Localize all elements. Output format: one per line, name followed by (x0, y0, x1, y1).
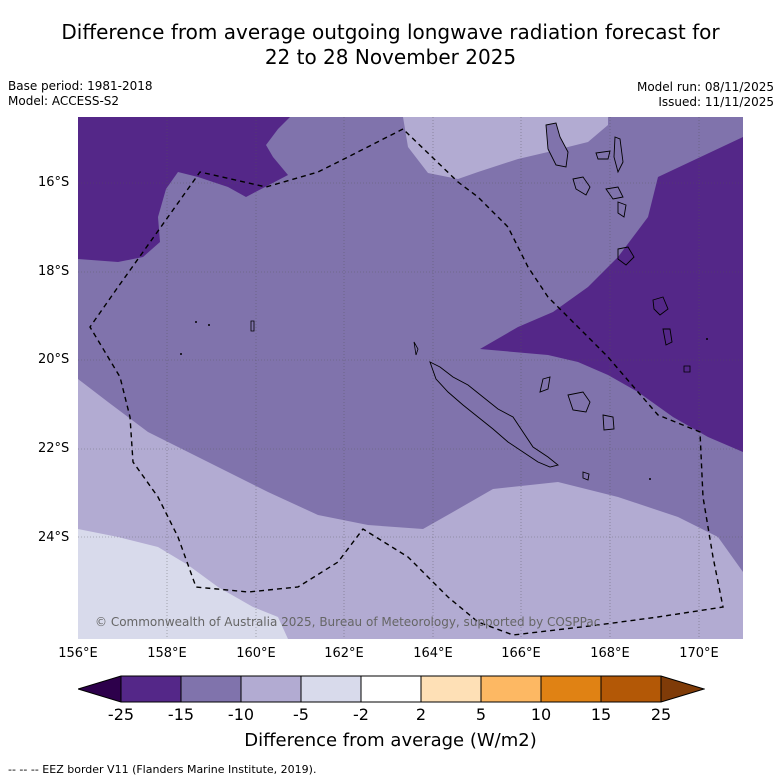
meta-right: Model run: 08/11/2025 Issued: 11/11/2025 (637, 80, 774, 110)
lat-label-24s: 24°S (38, 530, 70, 545)
lat-label-16s: 16°S (38, 175, 70, 190)
issued-date: Issued: 11/11/2025 (658, 95, 774, 109)
colorbar-swatch-below-minus25 (78, 676, 121, 702)
islet-2 (208, 324, 210, 326)
gridlines (78, 117, 743, 639)
lat-label-18s: 18°S (38, 264, 70, 279)
colorbar-tick-minus25: -25 (107, 705, 135, 724)
band-dark-northwest (78, 117, 290, 262)
eez-border (89, 128, 724, 636)
islet-1 (195, 321, 197, 323)
lon-label-168e: 168°E (590, 646, 630, 661)
lon-label-160e: 160°E (236, 646, 276, 661)
colorbar-tick-10: 10 (530, 705, 552, 724)
eez-legend: -- -- -- EEZ border V11 (Flanders Marine… (8, 763, 317, 776)
model-name: Model: ACCESS-S2 (8, 94, 120, 108)
base-period: Base period: 1981-2018 (8, 79, 153, 93)
colorbar-tick-minus2: -2 (353, 705, 369, 724)
loyalty-island-ouvea (539, 376, 551, 393)
islet-4 (649, 478, 651, 480)
colorbar-swatch-5-10 (481, 676, 541, 702)
lon-label-170e: 170°E (679, 646, 719, 661)
lon-label-158e: 158°E (147, 646, 187, 661)
colorbar-swatch-above-25 (661, 676, 704, 702)
vanuatu-erromango (652, 296, 669, 316)
lon-label-166e: 166°E (501, 646, 541, 661)
colorbar-swatch-10-15 (541, 676, 601, 702)
islet-belep (413, 341, 419, 356)
colorbar-swatch-minus25-minus15 (121, 676, 181, 702)
colorbar-tick-15: 15 (590, 705, 612, 724)
lon-label-162e: 162°E (324, 646, 364, 661)
islet-chesterfield (250, 320, 255, 332)
lon-label-156e: 156°E (58, 646, 98, 661)
colorbar-swatch-minus10-minus5 (241, 676, 301, 702)
vanuatu-ambrym (605, 186, 624, 200)
colorbar-label: Difference from average (W/m2) (244, 730, 537, 751)
colorbar-tick-5: 5 (475, 705, 487, 724)
loyalty-island-lifou (567, 391, 591, 413)
colorbar-tick-minus5: -5 (293, 705, 309, 724)
map-plot: © Commonwealth of Australia 2025, Bureau… (78, 117, 743, 639)
map-title: Difference from average outgoing longwav… (0, 20, 781, 70)
colorbar-dividers (120, 676, 662, 702)
colorbar-tick-minus15: -15 (167, 705, 195, 724)
colorbar-swatch-minus15-minus10 (181, 676, 241, 702)
colorbar-tick-2: 2 (415, 705, 427, 724)
colorbar-swatch-minus5-minus2 (301, 676, 361, 702)
band-lightest-southwest (78, 529, 288, 639)
band-light-south (78, 379, 743, 639)
colorbar (78, 675, 705, 703)
vanuatu-malekula (572, 176, 591, 196)
meta-left: Base period: 1981-2018 Model: ACCESS-S2 (8, 79, 153, 109)
colorbar-tick-25: 25 (650, 705, 672, 724)
lat-label-22s: 22°S (38, 441, 70, 456)
colorbar-tick-minus10: -10 (227, 705, 255, 724)
new-caledonia-island (429, 361, 559, 468)
vanuatu-ambae (595, 150, 611, 160)
islet-5 (706, 338, 708, 340)
vanuatu-efate (617, 246, 635, 266)
islet-3 (180, 353, 182, 355)
band-dark-east (480, 137, 743, 452)
colorbar-swatch-15-25 (601, 676, 661, 702)
title-line-2: 22 to 28 November 2025 (264, 45, 517, 69)
vanuatu-espiritu-santo (545, 122, 569, 168)
colorbar-swatch-2-5 (421, 676, 481, 702)
lon-label-164e: 164°E (413, 646, 453, 661)
vanuatu-aneityum (683, 365, 691, 373)
vanuatu-maewo (613, 136, 624, 174)
vanuatu-epi (617, 201, 627, 218)
isle-of-pines (582, 471, 590, 481)
colorbar-swatch-minus2-2 (361, 676, 421, 702)
title-line-1: Difference from average outgoing longwav… (61, 20, 720, 44)
lat-label-20s: 20°S (38, 352, 70, 367)
loyalty-island-mare (602, 414, 615, 431)
model-run: Model run: 08/11/2025 (636, 80, 774, 94)
copyright-text: © Commonwealth of Australia 2025, Bureau… (95, 615, 600, 629)
vanuatu-tanna (662, 328, 673, 346)
